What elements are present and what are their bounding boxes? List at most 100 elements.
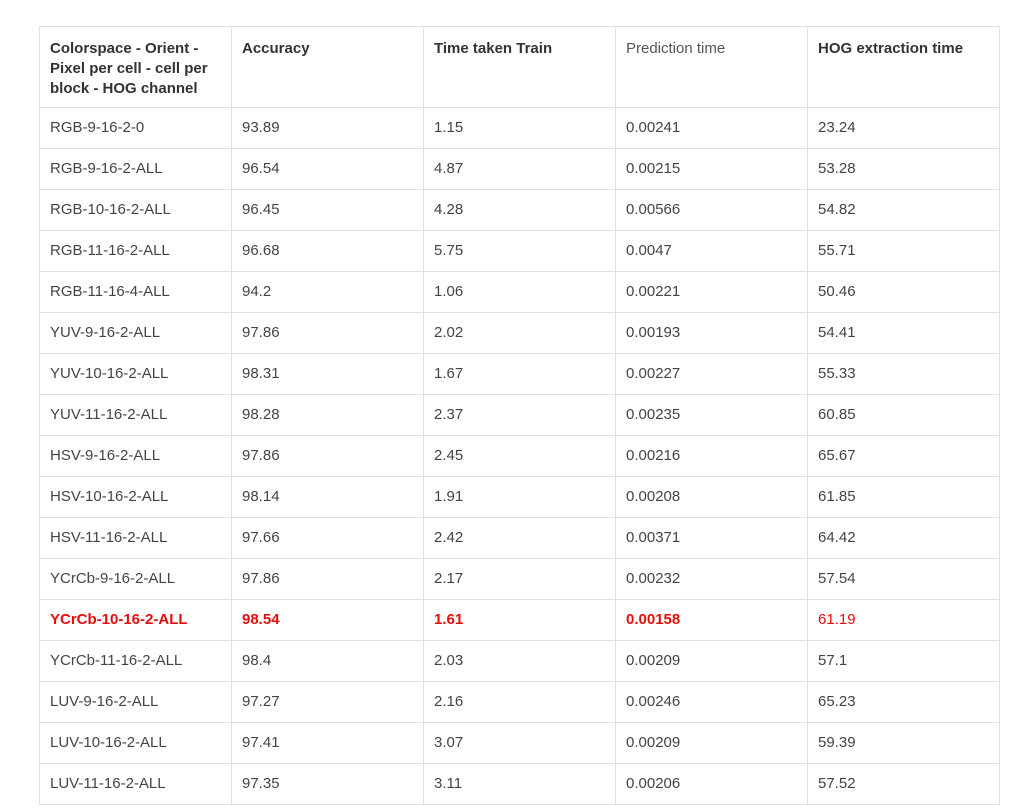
table-row: LUV-10-16-2-ALL 97.41 3.07 0.00209 59.39	[39, 722, 1000, 764]
cell-config: RGB-11-16-4-ALL	[39, 271, 232, 313]
cell-train-time: 2.42	[423, 517, 616, 559]
cell-prediction-time: 0.00193	[615, 312, 808, 354]
table-row: HSV-10-16-2-ALL 98.14 1.91 0.00208 61.85	[39, 476, 1000, 518]
cell-hog-time: 55.33	[807, 353, 1000, 395]
cell-prediction-time: 0.0047	[615, 230, 808, 272]
cell-accuracy: 97.66	[231, 517, 424, 559]
table-row: LUV-11-16-2-ALL 97.35 3.11 0.00206 57.52	[39, 763, 1000, 805]
cell-accuracy: 93.89	[231, 107, 424, 149]
table-row: YUV-9-16-2-ALL 97.86 2.02 0.00193 54.41	[39, 312, 1000, 354]
cell-prediction-time: 0.00215	[615, 148, 808, 190]
cell-config: HSV-9-16-2-ALL	[39, 435, 232, 477]
cell-hog-time: 57.1	[807, 640, 1000, 682]
table-body: RGB-9-16-2-0 93.89 1.15 0.00241 23.24 RGB-9-1…	[39, 107, 1000, 805]
header-prediction-time: Prediction time	[615, 26, 808, 108]
cell-train-time: 5.75	[423, 230, 616, 272]
table-row: LUV-9-16-2-ALL 97.27 2.16 0.00246 65.23	[39, 681, 1000, 723]
table-row: YCrCb-11-16-2-ALL 98.4 2.03 0.00209 57.1	[39, 640, 1000, 682]
cell-accuracy: 98.54	[231, 599, 424, 641]
table-row: RGB-11-16-2-ALL 96.68 5.75 0.0047 55.71	[39, 230, 1000, 272]
results-table: Colorspace - Orient - Pixel per cell - c…	[39, 26, 1000, 805]
cell-config: HSV-11-16-2-ALL	[39, 517, 232, 559]
cell-train-time: 3.11	[423, 763, 616, 805]
cell-hog-time: 54.41	[807, 312, 1000, 354]
cell-hog-time: 59.39	[807, 722, 1000, 764]
cell-prediction-time: 0.00246	[615, 681, 808, 723]
cell-config: RGB-10-16-2-ALL	[39, 189, 232, 231]
cell-train-time: 1.67	[423, 353, 616, 395]
cell-train-time: 2.45	[423, 435, 616, 477]
cell-prediction-time: 0.00241	[615, 107, 808, 149]
cell-accuracy: 98.28	[231, 394, 424, 436]
cell-hog-time: 65.23	[807, 681, 1000, 723]
cell-accuracy: 97.35	[231, 763, 424, 805]
cell-config: LUV-11-16-2-ALL	[39, 763, 232, 805]
header-config: Colorspace - Orient - Pixel per cell - c…	[39, 26, 232, 108]
cell-accuracy: 98.14	[231, 476, 424, 518]
cell-hog-time: 53.28	[807, 148, 1000, 190]
header-accuracy: Accuracy	[231, 26, 424, 108]
cell-train-time: 2.37	[423, 394, 616, 436]
cell-accuracy: 97.86	[231, 435, 424, 477]
cell-prediction-time: 0.00209	[615, 722, 808, 764]
table-row: YUV-11-16-2-ALL 98.28 2.37 0.00235 60.85	[39, 394, 1000, 436]
cell-config: YCrCb-10-16-2-ALL	[39, 599, 232, 641]
cell-config: LUV-10-16-2-ALL	[39, 722, 232, 764]
cell-accuracy: 96.54	[231, 148, 424, 190]
cell-prediction-time: 0.00206	[615, 763, 808, 805]
header-hog-time: HOG extraction time	[807, 26, 1000, 108]
header-row: Colorspace - Orient - Pixel per cell - c…	[39, 26, 1000, 108]
table-row: YUV-10-16-2-ALL 98.31 1.67 0.00227 55.33	[39, 353, 1000, 395]
cell-config: RGB-9-16-2-0	[39, 107, 232, 149]
cell-prediction-time: 0.00371	[615, 517, 808, 559]
cell-config: YCrCb-11-16-2-ALL	[39, 640, 232, 682]
cell-hog-time: 55.71	[807, 230, 1000, 272]
table-row: RGB-10-16-2-ALL 96.45 4.28 0.00566 54.82	[39, 189, 1000, 231]
cell-hog-time: 64.42	[807, 517, 1000, 559]
cell-train-time: 2.16	[423, 681, 616, 723]
cell-accuracy: 98.4	[231, 640, 424, 682]
cell-config: YCrCb-9-16-2-ALL	[39, 558, 232, 600]
table-row: RGB-11-16-4-ALL 94.2 1.06 0.00221 50.46	[39, 271, 1000, 313]
cell-hog-time: 57.54	[807, 558, 1000, 600]
cell-hog-time: 57.52	[807, 763, 1000, 805]
cell-accuracy: 97.86	[231, 558, 424, 600]
cell-prediction-time: 0.00216	[615, 435, 808, 477]
table-row: RGB-9-16-2-0 93.89 1.15 0.00241 23.24	[39, 107, 1000, 149]
cell-prediction-time: 0.00221	[615, 271, 808, 313]
cell-train-time: 4.87	[423, 148, 616, 190]
cell-train-time: 4.28	[423, 189, 616, 231]
cell-prediction-time: 0.00235	[615, 394, 808, 436]
cell-accuracy: 97.86	[231, 312, 424, 354]
cell-hog-time: 61.85	[807, 476, 1000, 518]
cell-accuracy: 96.68	[231, 230, 424, 272]
cell-config: RGB-11-16-2-ALL	[39, 230, 232, 272]
cell-hog-time: 60.85	[807, 394, 1000, 436]
header-train-time: Time taken Train	[423, 26, 616, 108]
table-row: HSV-9-16-2-ALL 97.86 2.45 0.00216 65.67	[39, 435, 1000, 477]
cell-config: LUV-9-16-2-ALL	[39, 681, 232, 723]
cell-accuracy: 96.45	[231, 189, 424, 231]
cell-config: YUV-10-16-2-ALL	[39, 353, 232, 395]
cell-config: RGB-9-16-2-ALL	[39, 148, 232, 190]
cell-config: HSV-10-16-2-ALL	[39, 476, 232, 518]
cell-prediction-time: 0.00158	[615, 599, 808, 641]
table-row: YCrCb-9-16-2-ALL 97.86 2.17 0.00232 57.54	[39, 558, 1000, 600]
table-row: YCrCb-10-16-2-ALL 98.54 1.61 0.00158 61.19	[39, 599, 1000, 641]
cell-accuracy: 97.41	[231, 722, 424, 764]
cell-train-time: 1.15	[423, 107, 616, 149]
cell-hog-time: 54.82	[807, 189, 1000, 231]
cell-accuracy: 98.31	[231, 353, 424, 395]
cell-prediction-time: 0.00208	[615, 476, 808, 518]
cell-config: YUV-9-16-2-ALL	[39, 312, 232, 354]
cell-prediction-time: 0.00227	[615, 353, 808, 395]
table-row: RGB-9-16-2-ALL 96.54 4.87 0.00215 53.28	[39, 148, 1000, 190]
cell-hog-time: 23.24	[807, 107, 1000, 149]
cell-train-time: 2.17	[423, 558, 616, 600]
cell-hog-time: 65.67	[807, 435, 1000, 477]
cell-accuracy: 97.27	[231, 681, 424, 723]
cell-train-time: 1.06	[423, 271, 616, 313]
cell-accuracy: 94.2	[231, 271, 424, 313]
cell-hog-time: 50.46	[807, 271, 1000, 313]
